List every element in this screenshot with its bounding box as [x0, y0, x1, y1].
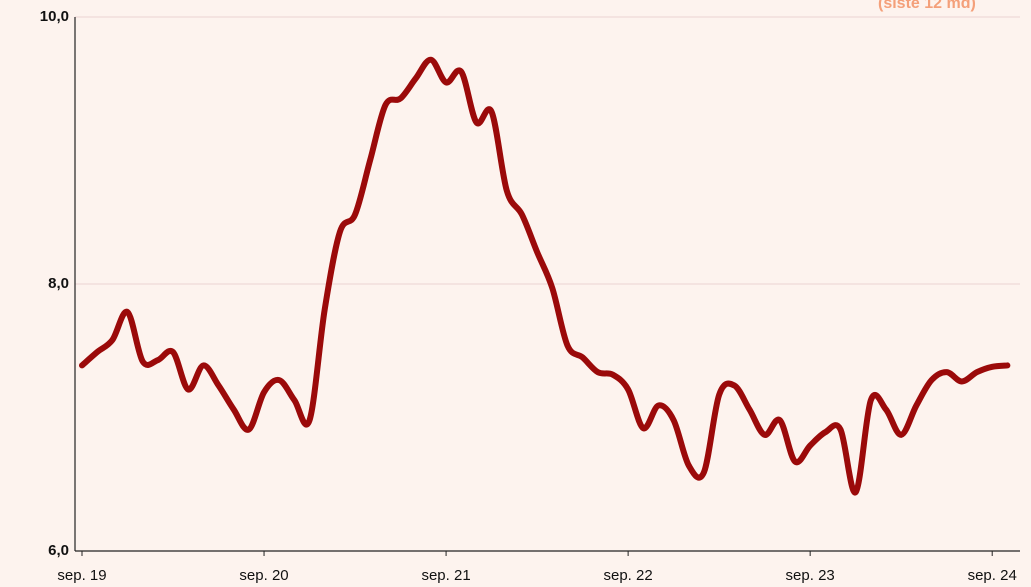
- annotation: (siste 12 md): [878, 0, 976, 12]
- x-tick-label: sep. 23: [786, 567, 835, 584]
- x-tick-label: sep. 21: [421, 567, 470, 584]
- y-tick-label: 6,0: [48, 542, 69, 559]
- y-tick-label: 10,0: [40, 8, 69, 25]
- x-tick-label: sep. 24: [968, 567, 1017, 584]
- x-tick-label: sep. 19: [57, 567, 106, 584]
- line: [79, 56, 1011, 496]
- x-tick-label: sep. 20: [239, 567, 288, 584]
- y-tick-label: 8,0: [48, 275, 69, 292]
- x-tick-label: sep. 22: [604, 567, 653, 584]
